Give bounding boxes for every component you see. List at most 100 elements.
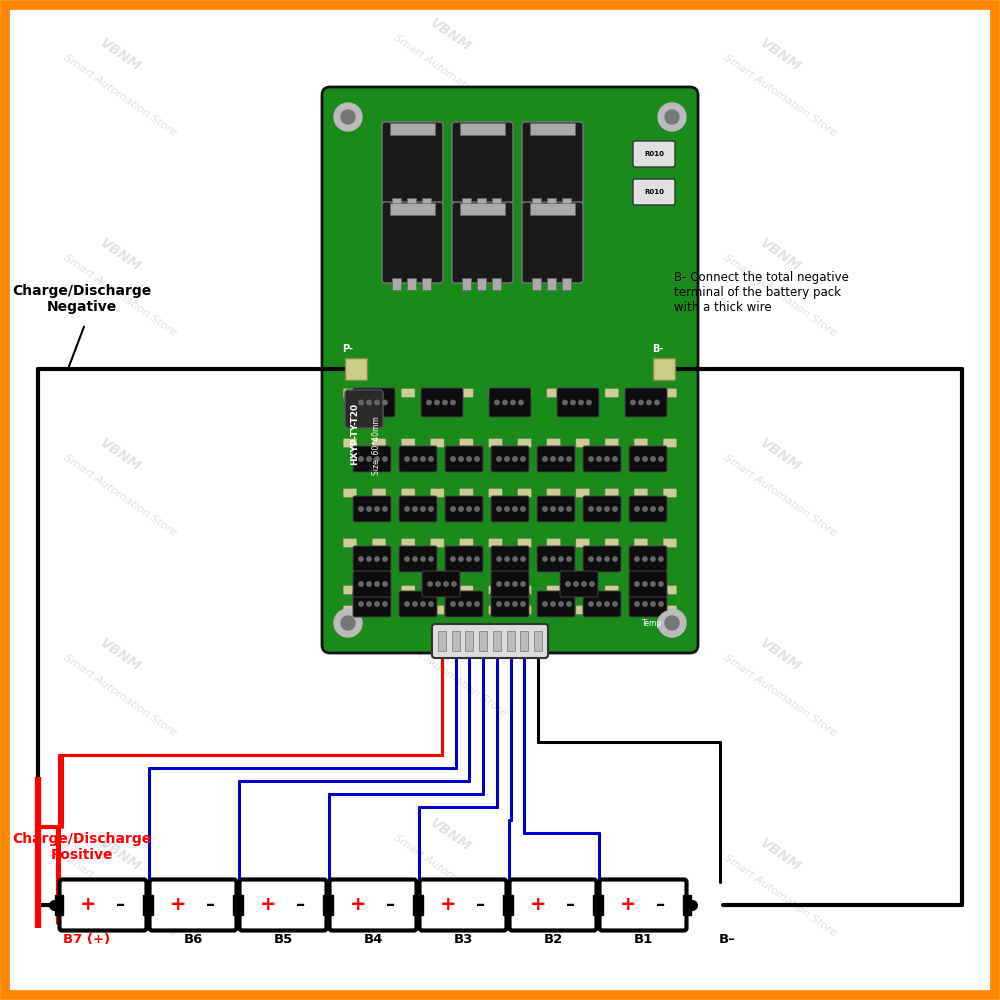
FancyBboxPatch shape: [382, 122, 443, 203]
FancyBboxPatch shape: [605, 539, 619, 547]
Bar: [595, 895, 603, 915]
Bar: [407, 278, 416, 290]
Bar: [323, 895, 331, 915]
FancyBboxPatch shape: [445, 496, 483, 522]
Text: Smart Automation Store: Smart Automation Store: [62, 52, 178, 138]
FancyBboxPatch shape: [401, 606, 415, 614]
FancyBboxPatch shape: [663, 389, 677, 397]
Circle shape: [429, 507, 433, 511]
Circle shape: [651, 582, 655, 586]
Circle shape: [505, 582, 509, 586]
Bar: [407, 198, 416, 210]
Text: B7 (+): B7 (+): [63, 933, 110, 946]
Text: +: +: [530, 896, 546, 914]
Circle shape: [631, 400, 635, 405]
FancyBboxPatch shape: [353, 571, 391, 597]
FancyBboxPatch shape: [583, 496, 621, 522]
Text: VBNM: VBNM: [427, 816, 473, 854]
Circle shape: [521, 602, 525, 606]
FancyBboxPatch shape: [625, 388, 667, 417]
Circle shape: [659, 507, 663, 511]
Circle shape: [589, 557, 593, 561]
FancyBboxPatch shape: [382, 202, 443, 283]
FancyBboxPatch shape: [343, 389, 357, 397]
Circle shape: [383, 557, 387, 561]
Circle shape: [513, 557, 517, 561]
FancyBboxPatch shape: [605, 489, 619, 497]
Circle shape: [435, 400, 439, 405]
FancyBboxPatch shape: [489, 606, 502, 614]
Bar: [438, 631, 446, 651]
Circle shape: [475, 557, 479, 561]
Text: B2: B2: [543, 933, 563, 946]
FancyBboxPatch shape: [576, 586, 590, 594]
Circle shape: [413, 457, 417, 461]
Circle shape: [467, 507, 471, 511]
Text: –: –: [566, 896, 576, 914]
Circle shape: [605, 557, 609, 561]
FancyBboxPatch shape: [576, 439, 590, 447]
Text: Charge/Discharge
Negative: Charge/Discharge Negative: [12, 284, 151, 314]
Circle shape: [605, 507, 609, 511]
FancyBboxPatch shape: [421, 388, 463, 417]
FancyBboxPatch shape: [343, 606, 357, 614]
Circle shape: [421, 507, 425, 511]
Circle shape: [647, 400, 651, 405]
FancyBboxPatch shape: [150, 880, 237, 930]
FancyBboxPatch shape: [663, 489, 677, 497]
Text: B1: B1: [633, 933, 653, 946]
FancyBboxPatch shape: [547, 389, 560, 397]
FancyBboxPatch shape: [537, 446, 575, 472]
FancyBboxPatch shape: [372, 439, 386, 447]
Bar: [422, 198, 431, 210]
FancyBboxPatch shape: [460, 606, 473, 614]
FancyBboxPatch shape: [634, 586, 648, 594]
Text: Smart Automation Store: Smart Automation Store: [392, 832, 508, 918]
Bar: [235, 895, 243, 915]
FancyBboxPatch shape: [401, 539, 415, 547]
Circle shape: [341, 616, 355, 630]
Circle shape: [521, 557, 525, 561]
FancyBboxPatch shape: [343, 586, 357, 594]
Circle shape: [334, 103, 362, 131]
FancyBboxPatch shape: [430, 586, 444, 594]
FancyBboxPatch shape: [452, 122, 513, 203]
Text: +: +: [170, 896, 186, 914]
FancyBboxPatch shape: [372, 539, 386, 547]
Circle shape: [359, 557, 363, 561]
Circle shape: [521, 507, 525, 511]
FancyBboxPatch shape: [518, 539, 531, 547]
Text: Smart Automation Store: Smart Automation Store: [722, 652, 838, 738]
Circle shape: [451, 507, 455, 511]
Text: –: –: [656, 896, 666, 914]
FancyBboxPatch shape: [557, 388, 599, 417]
Bar: [547, 198, 556, 210]
FancyBboxPatch shape: [633, 179, 675, 205]
FancyBboxPatch shape: [343, 439, 357, 447]
Circle shape: [383, 582, 387, 586]
Circle shape: [659, 557, 663, 561]
Circle shape: [659, 582, 663, 586]
Bar: [534, 631, 542, 651]
Circle shape: [658, 611, 682, 635]
Text: +: +: [350, 896, 366, 914]
FancyBboxPatch shape: [343, 539, 357, 547]
Bar: [460, 203, 505, 215]
FancyBboxPatch shape: [537, 546, 575, 572]
Circle shape: [579, 400, 583, 405]
Text: Smart Automation Store: Smart Automation Store: [62, 452, 178, 538]
Circle shape: [597, 557, 601, 561]
Circle shape: [427, 400, 431, 405]
FancyBboxPatch shape: [634, 539, 648, 547]
Text: HXYP-TY-T20: HXYP-TY-T20: [350, 403, 359, 465]
Text: VBNM: VBNM: [97, 436, 143, 474]
Bar: [532, 278, 541, 290]
Bar: [532, 198, 541, 210]
FancyBboxPatch shape: [353, 496, 391, 522]
FancyBboxPatch shape: [518, 586, 531, 594]
Text: –: –: [116, 896, 126, 914]
Text: VBNM: VBNM: [757, 236, 803, 274]
FancyBboxPatch shape: [605, 389, 619, 397]
Circle shape: [405, 457, 409, 461]
FancyBboxPatch shape: [576, 389, 590, 397]
